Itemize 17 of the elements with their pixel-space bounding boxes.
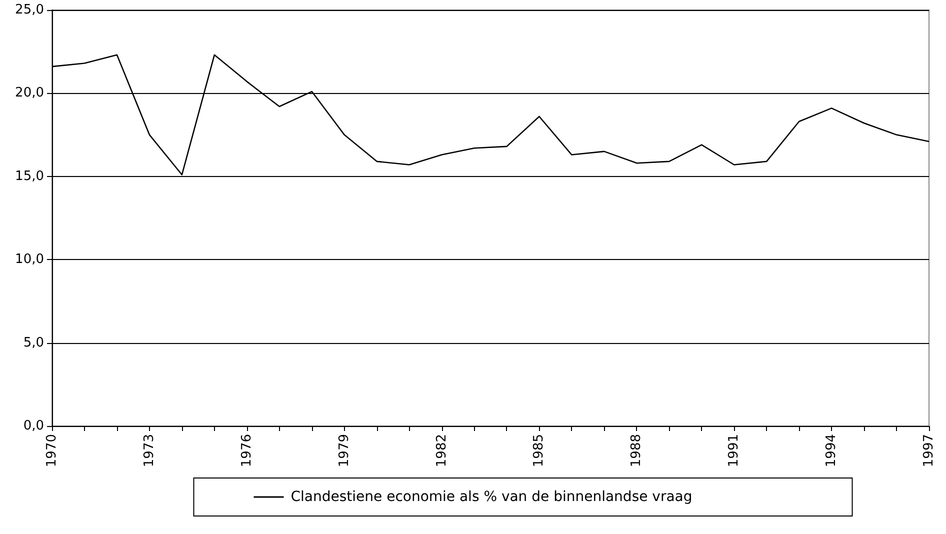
y-tick-label: 15,0: [15, 168, 44, 184]
x-tick-label: 1997: [922, 434, 936, 468]
x-tick-label: 1970: [44, 434, 60, 468]
y-tick-label: 20,0: [15, 86, 44, 101]
x-tick-label: 1979: [336, 434, 352, 468]
y-tick-label: 0,0: [23, 418, 44, 434]
x-tick-label: 1985: [532, 434, 547, 468]
y-tick-label: 5,0: [23, 335, 44, 350]
x-tick-label: 1976: [239, 434, 254, 468]
x-tick-label: 1982: [434, 434, 450, 468]
y-tick-label: 10,0: [15, 252, 44, 268]
x-tick-label: 1988: [629, 434, 644, 468]
y-tick-label: 25,0: [15, 2, 44, 18]
x-tick-label: 1973: [142, 434, 157, 468]
legend-label: Clandestiene economie als % van de binnenlandse vraag: [290, 489, 692, 505]
x-tick-label: 1994: [824, 434, 840, 468]
x-tick-label: 1991: [726, 434, 742, 468]
